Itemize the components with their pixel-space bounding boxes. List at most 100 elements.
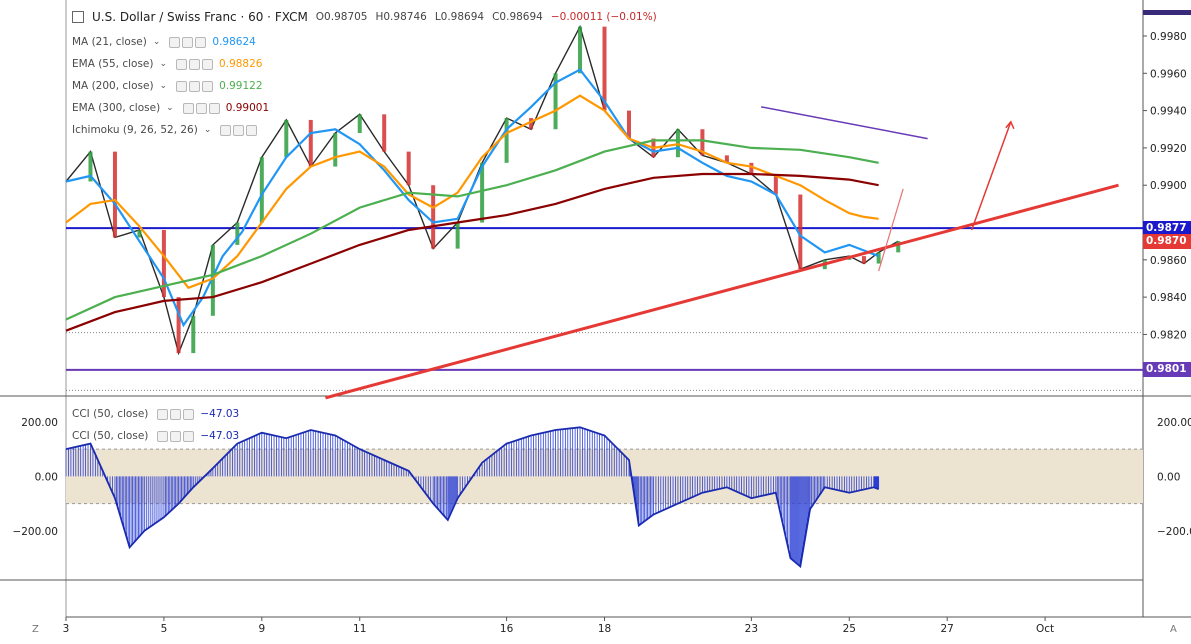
- price-candle: [700, 129, 705, 156]
- cci-tick-label-left: 200.00: [21, 417, 58, 429]
- price-tick-label: 0.9900: [1150, 180, 1187, 192]
- price-candle: [382, 114, 387, 152]
- gear-icon[interactable]: [170, 430, 182, 442]
- close-icon[interactable]: [202, 58, 214, 70]
- indicator-value: 0.98826: [219, 58, 263, 70]
- indicator-legend[interactable]: Ichimoku (9, 26, 52, 26) ⌄: [72, 124, 263, 136]
- indicator-value: 0.99001: [225, 102, 270, 114]
- price-candle: [284, 119, 289, 158]
- indicator-legend[interactable]: EMA (55, close) ⌄ 0.98826: [72, 58, 262, 70]
- price-candle: [333, 132, 338, 167]
- series-line: [65, 94, 879, 290]
- close-icon[interactable]: [195, 36, 207, 48]
- gear-icon[interactable]: [233, 124, 245, 136]
- price-badge: 0.9870: [1143, 233, 1191, 249]
- price-candle: [504, 118, 509, 163]
- series-line: [65, 172, 879, 332]
- eye-icon[interactable]: [176, 80, 188, 92]
- price-badge: 0.9877: [1143, 220, 1191, 236]
- price-tick-label: 0.9920: [1150, 143, 1187, 155]
- price-candle: [112, 151, 117, 238]
- chevron-down-icon[interactable]: ⌄: [159, 81, 168, 91]
- auto-scale-button[interactable]: A: [1170, 624, 1177, 635]
- close-icon[interactable]: [202, 80, 214, 92]
- chevron-down-icon[interactable]: ⌄: [152, 37, 161, 47]
- eye-icon[interactable]: [176, 58, 188, 70]
- eye-icon[interactable]: [157, 408, 169, 420]
- indicator-label: Ichimoku (9, 26, 52, 26): [72, 124, 198, 136]
- ohlc-high: H0.98746: [375, 11, 427, 23]
- series-line: [65, 139, 879, 321]
- close-icon[interactable]: [246, 124, 258, 136]
- close-icon[interactable]: [183, 408, 195, 420]
- descending-trendline: [761, 106, 928, 140]
- chevron-down-icon[interactable]: ⌄: [159, 59, 168, 69]
- price-candle: [861, 256, 866, 264]
- indicator-legend[interactable]: MA (21, close) ⌄ 0.98624: [72, 36, 256, 48]
- time-tick-label: 9: [258, 623, 265, 635]
- up-arrow: [970, 121, 1012, 231]
- eye-icon[interactable]: [157, 430, 169, 442]
- price-candle: [876, 252, 881, 264]
- eye-icon[interactable]: [182, 102, 194, 114]
- price-candle: [749, 162, 754, 175]
- gear-icon[interactable]: [189, 58, 201, 70]
- close-icon[interactable]: [208, 102, 220, 114]
- gear-icon[interactable]: [195, 102, 207, 114]
- price-candle: [553, 73, 558, 130]
- indicator-label: MA (200, close): [72, 80, 154, 92]
- price-candle: [896, 241, 901, 253]
- cci-legend[interactable]: CCI (50, close) −47.03: [72, 408, 239, 420]
- time-tick-label: Oct: [1036, 623, 1054, 635]
- chevron-down-icon[interactable]: ⌄: [166, 103, 174, 113]
- indicator-legend[interactable]: MA (200, close) ⌄ 0.99122: [72, 80, 263, 92]
- ohlc-close: C0.98694: [492, 11, 543, 23]
- price-candle: [773, 174, 778, 195]
- price-candle: [259, 157, 264, 223]
- cci-legend[interactable]: CCI (50, close) −47.03: [72, 430, 239, 442]
- time-tick-label: 23: [745, 623, 758, 635]
- time-tick-label: 27: [940, 623, 953, 635]
- price-candle: [191, 315, 196, 354]
- price-tick-label: 0.9860: [1150, 255, 1187, 267]
- price-candle: [431, 185, 436, 249]
- price-candle: [210, 244, 215, 316]
- cci-tick-label-left: −200.00: [12, 526, 58, 538]
- chevron-down-icon[interactable]: ⌄: [203, 125, 212, 135]
- price-candle: [161, 229, 166, 298]
- price-candle: [626, 110, 631, 139]
- symbol-title: U.S. Dollar / Swiss Franc · 60 · FXCM: [92, 10, 308, 24]
- indicator-label: EMA (55, close): [72, 58, 154, 70]
- price-candle: [235, 222, 240, 245]
- time-tick-label: 16: [500, 623, 514, 635]
- collapse-icon[interactable]: [72, 11, 84, 23]
- price-tick-label: 0.9820: [1150, 329, 1187, 341]
- gear-icon[interactable]: [182, 36, 194, 48]
- price-candle: [406, 151, 411, 186]
- price-candle: [529, 118, 534, 130]
- trendline: [325, 183, 1119, 400]
- gear-icon[interactable]: [170, 408, 182, 420]
- gear-icon[interactable]: [189, 80, 201, 92]
- time-tick-label: 25: [843, 623, 856, 635]
- eye-icon[interactable]: [169, 36, 181, 48]
- price-candle: [176, 297, 181, 354]
- cci-tick-label-left: 0.00: [35, 471, 58, 483]
- ohlc-open: O0.98705: [315, 11, 368, 23]
- time-tick-label: 18: [598, 623, 611, 635]
- time-tick-label: 5: [161, 623, 168, 635]
- indicator-legend[interactable]: EMA (300, close) ⌄ 0.99001: [72, 102, 269, 114]
- price-candle: [602, 26, 607, 111]
- price-candle: [798, 194, 803, 270]
- indicator-label: EMA (300, close): [72, 102, 161, 114]
- cci-label: CCI (50, close): [72, 430, 149, 442]
- zoom-corner-left[interactable]: Z: [32, 624, 39, 635]
- indicator-value: 0.98624: [212, 36, 256, 48]
- price-candle: [137, 229, 142, 238]
- price-tick-label: 0.9940: [1150, 106, 1187, 118]
- cci-value: −47.03: [200, 408, 240, 420]
- cci-label: CCI (50, close): [72, 408, 149, 420]
- close-icon[interactable]: [183, 430, 195, 442]
- eye-icon[interactable]: [220, 124, 232, 136]
